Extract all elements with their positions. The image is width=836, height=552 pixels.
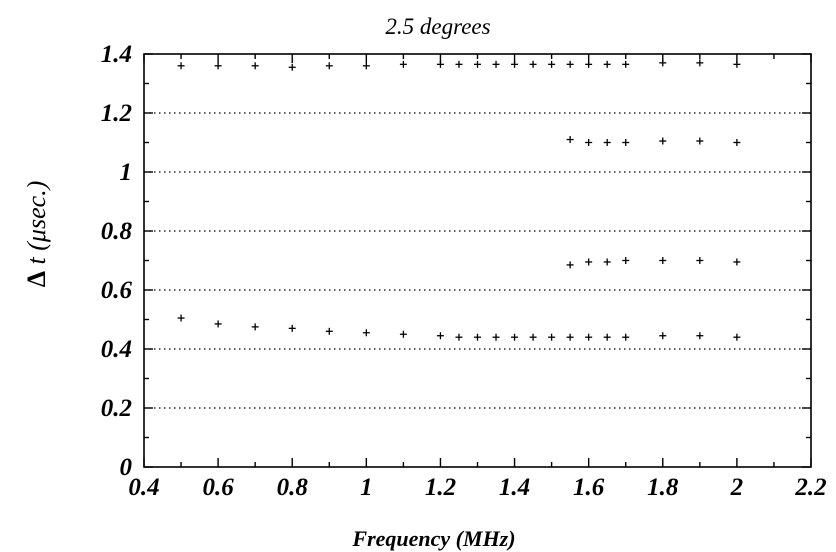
data-point (566, 60, 574, 68)
x-tick-label: 2.2 (794, 474, 826, 501)
data-point (733, 333, 741, 341)
data-point (529, 333, 537, 341)
data-point (399, 330, 407, 338)
data-point (659, 59, 667, 67)
data-point (455, 333, 463, 341)
data-point (733, 139, 741, 146)
grid-lines (144, 112, 811, 409)
data-point (696, 257, 704, 264)
data-point (214, 62, 222, 70)
data-point (511, 60, 519, 68)
data-point (566, 261, 574, 269)
data-point (455, 60, 463, 68)
data-point (362, 62, 370, 70)
data-point (585, 139, 593, 146)
data-point (474, 60, 481, 68)
data-point (603, 333, 611, 341)
data-point (603, 258, 611, 266)
data-point (659, 137, 667, 145)
data-point (399, 60, 407, 68)
y-tick-label: 1 (120, 159, 133, 186)
x-tick-label: 0.8 (277, 474, 309, 501)
data-point (622, 139, 630, 146)
data-point (733, 258, 741, 266)
y-tick-label: 1.2 (101, 100, 132, 127)
x-tick-label: 1.4 (499, 474, 530, 501)
data-point (492, 333, 500, 341)
y-axis-label: Δ t (μsec.) (22, 181, 51, 288)
data-point (492, 60, 500, 68)
data-point (325, 327, 333, 335)
data-point (436, 60, 444, 68)
data-point (622, 60, 630, 68)
data-point (659, 332, 667, 340)
data-points (177, 59, 741, 341)
x-tick-label: 2 (730, 474, 744, 501)
data-point (177, 314, 185, 322)
data-point (696, 137, 704, 145)
data-point (603, 60, 611, 68)
data-point (696, 332, 704, 340)
y-tick-label: 0.8 (101, 218, 133, 245)
data-point (251, 323, 259, 331)
axis-ticks (143, 53, 812, 468)
x-tick-label: 0.4 (128, 474, 159, 501)
x-tick-labels: 0.4 0.6 0.8 1 1.2 1.4 1.6 1.8 2 2.2 (128, 474, 826, 501)
data-point (585, 333, 593, 341)
x-tick-label: 1.8 (647, 474, 679, 501)
y-tick-labels: 0 0.2 0.4 0.6 0.8 1 1.2 1.4 (101, 41, 133, 481)
x-tick-label: 1 (360, 474, 373, 501)
data-point (566, 333, 574, 341)
y-tick-label: 0.2 (101, 395, 132, 422)
data-point (325, 62, 333, 70)
data-point (566, 136, 574, 144)
y-tick-label: 0 (120, 454, 133, 481)
data-point (696, 59, 704, 67)
x-axis-label: Frequency (MHz) (351, 526, 515, 551)
x-tick-label: 1.6 (573, 474, 605, 501)
data-point (548, 333, 556, 341)
data-point (585, 60, 593, 68)
data-point (622, 333, 630, 341)
plot-frame (143, 53, 812, 468)
data-point (622, 257, 630, 264)
data-point (436, 332, 444, 340)
y-axis-label-symbol: Δ (22, 271, 51, 287)
data-point (288, 324, 296, 332)
y-tick-label: 0.6 (101, 277, 133, 304)
data-point (251, 62, 259, 70)
data-point (585, 258, 593, 266)
plot-area-border (143, 53, 812, 468)
y-axis-label-text: t (μsec.) (22, 181, 51, 271)
y-tick-label: 0.4 (101, 336, 132, 363)
data-point (214, 320, 222, 328)
x-tick-label: 0.6 (202, 474, 234, 501)
data-point (511, 333, 519, 341)
data-point (603, 139, 611, 146)
data-point (288, 63, 296, 71)
data-point (548, 60, 556, 68)
chart-title: 2.5 degrees (385, 14, 490, 39)
data-point (659, 257, 667, 264)
y-tick-label: 1.4 (101, 41, 132, 68)
data-point (177, 62, 185, 70)
x-tick-label: 1.2 (425, 474, 456, 501)
data-point (362, 329, 370, 337)
data-point (733, 60, 741, 68)
data-point (474, 333, 481, 341)
data-point (529, 60, 537, 68)
